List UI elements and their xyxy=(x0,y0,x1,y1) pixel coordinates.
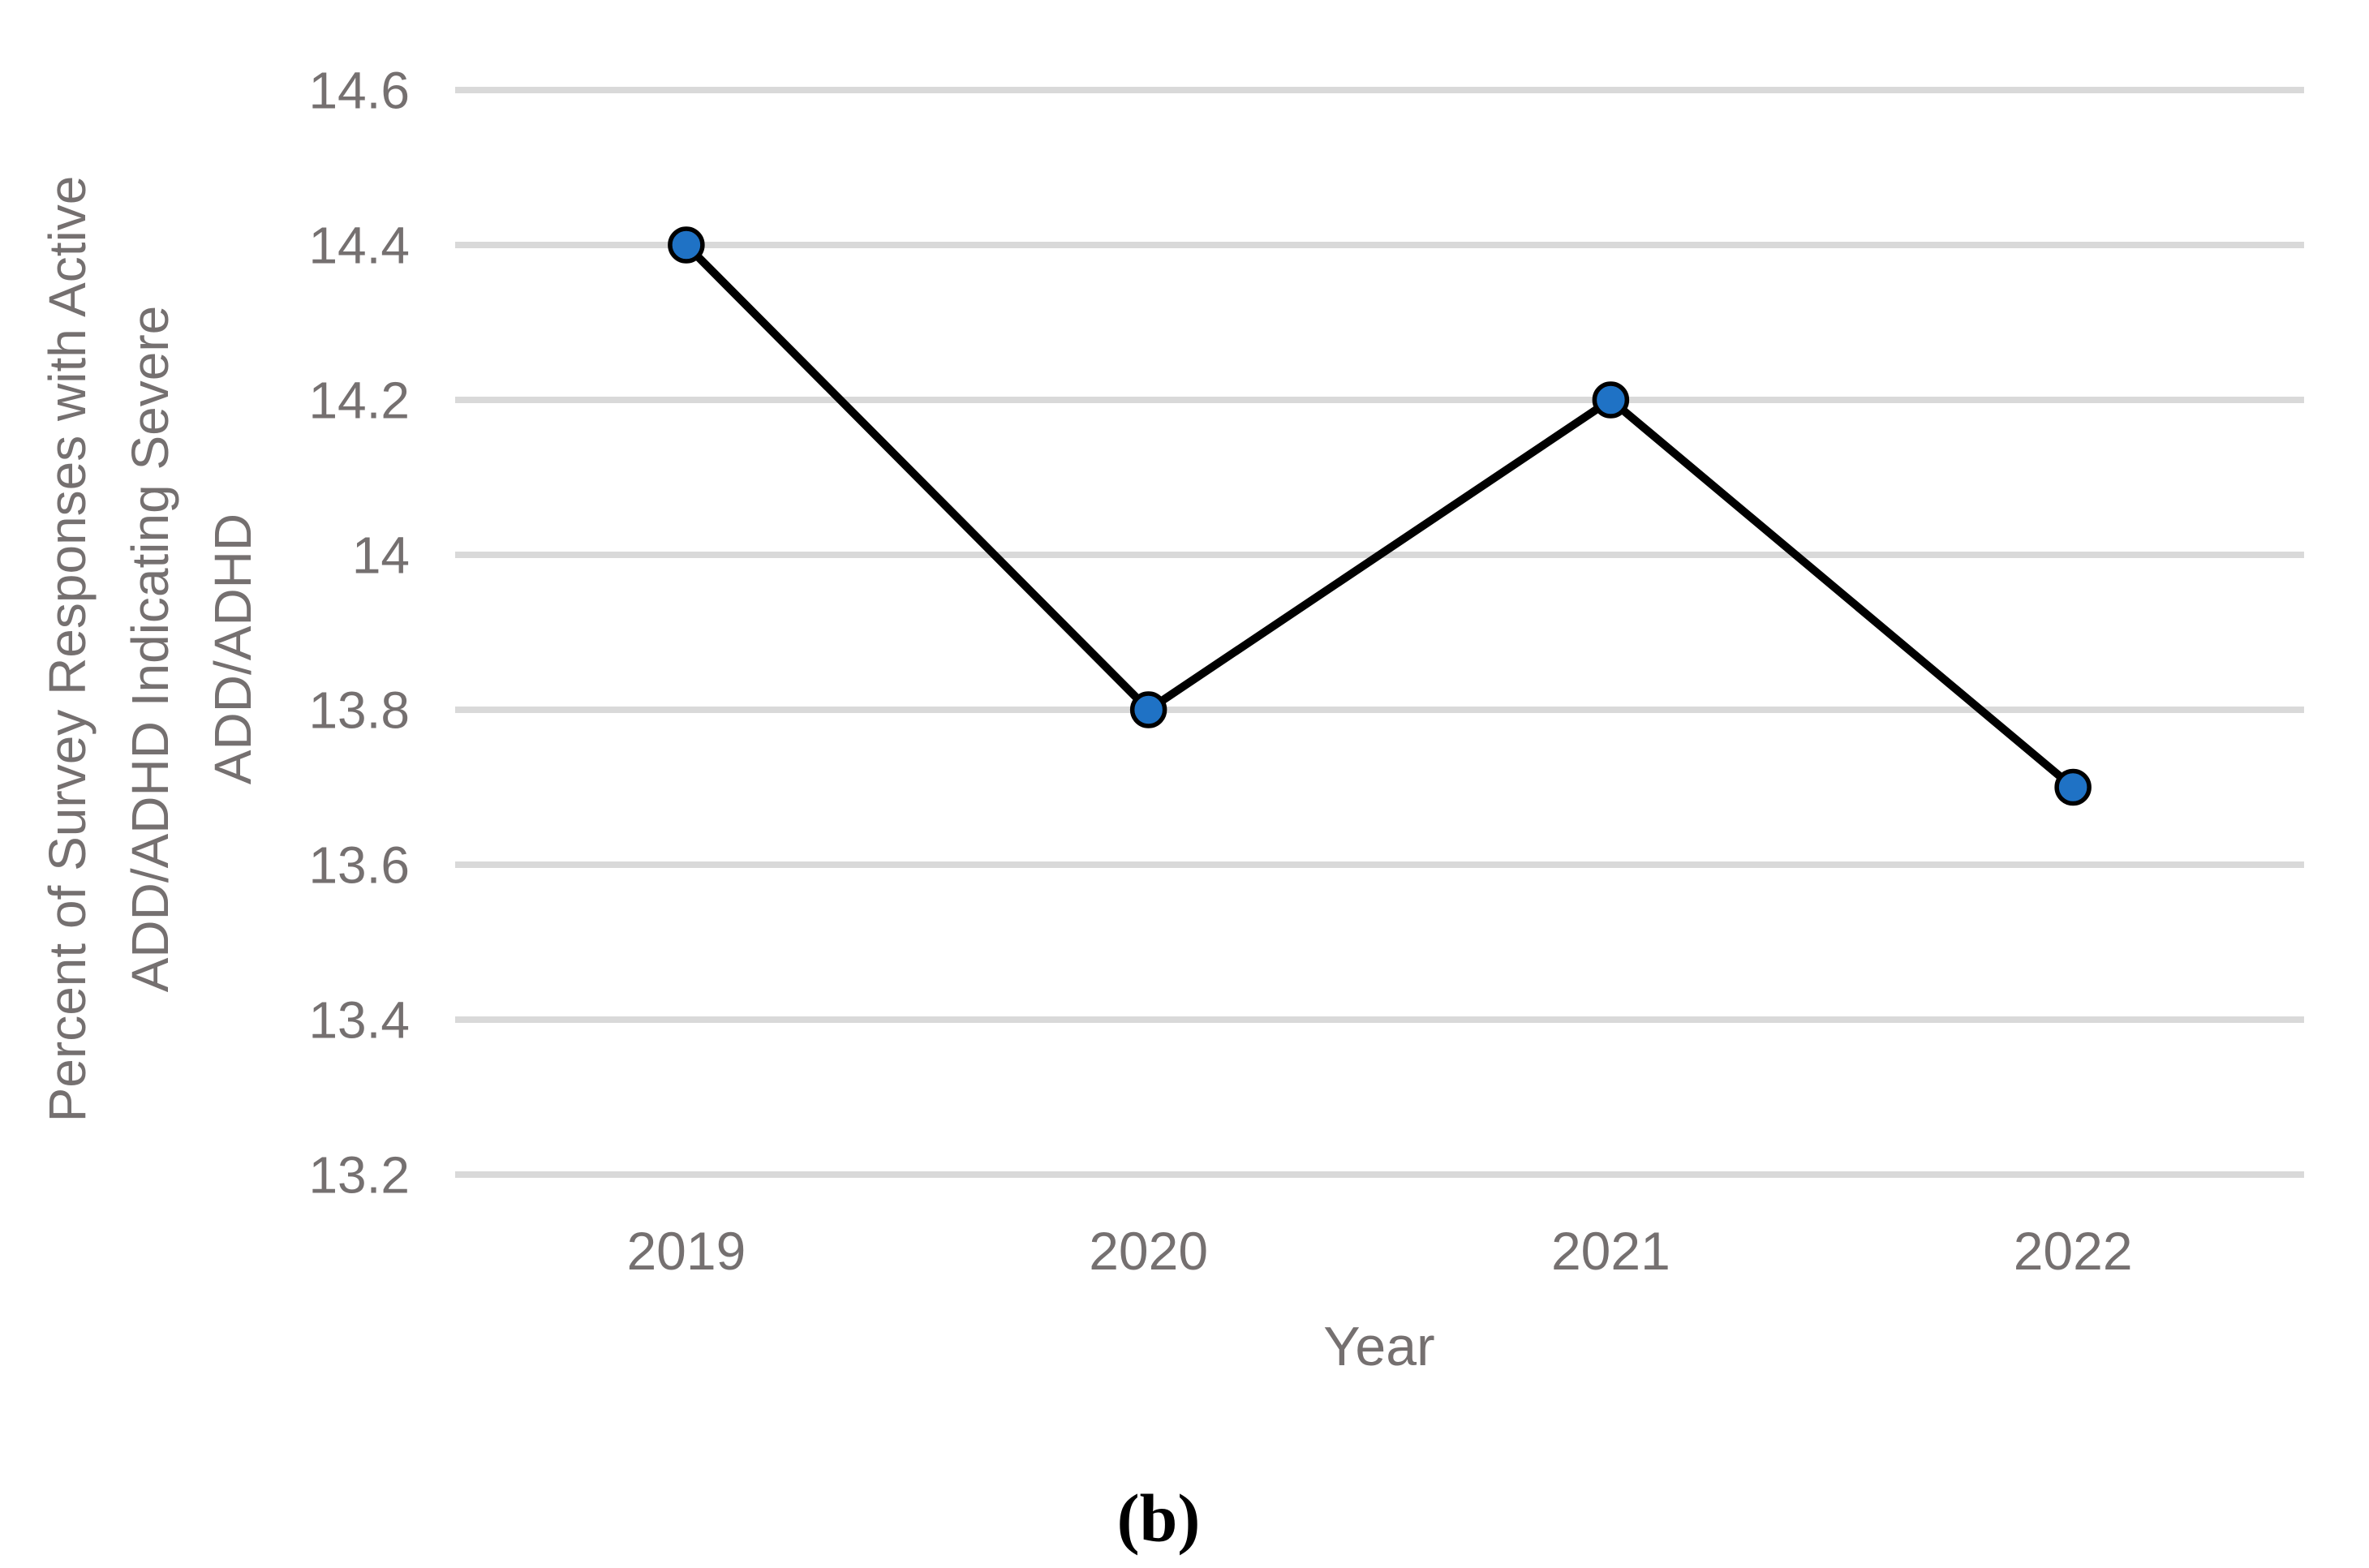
data-point-marker xyxy=(668,226,705,264)
figure-caption: (b) xyxy=(1116,1480,1201,1557)
y-tick-label: 14 xyxy=(352,526,410,584)
data-point-marker xyxy=(1592,381,1630,419)
y-tick-label: 13.8 xyxy=(308,681,410,739)
y-tick-label: 13.6 xyxy=(308,836,410,894)
y-tick-label: 14.6 xyxy=(308,61,410,119)
y-tick-label: 14.4 xyxy=(308,216,410,274)
y-tick-label: 13.4 xyxy=(308,990,410,1049)
x-tick-label: 2019 xyxy=(626,1221,746,1281)
data-point-marker xyxy=(2054,768,2092,806)
x-tick-label: 2022 xyxy=(2014,1221,2133,1281)
data-point-marker xyxy=(1129,691,1167,728)
y-tick-label: 13.2 xyxy=(308,1145,410,1204)
data-line xyxy=(683,242,2076,791)
x-tick-label: 2021 xyxy=(1551,1221,1670,1281)
y-tick-label: 14.2 xyxy=(308,371,410,429)
x-tick-label: 2020 xyxy=(1089,1221,1208,1281)
x-axis-title: Year xyxy=(1323,1316,1435,1377)
